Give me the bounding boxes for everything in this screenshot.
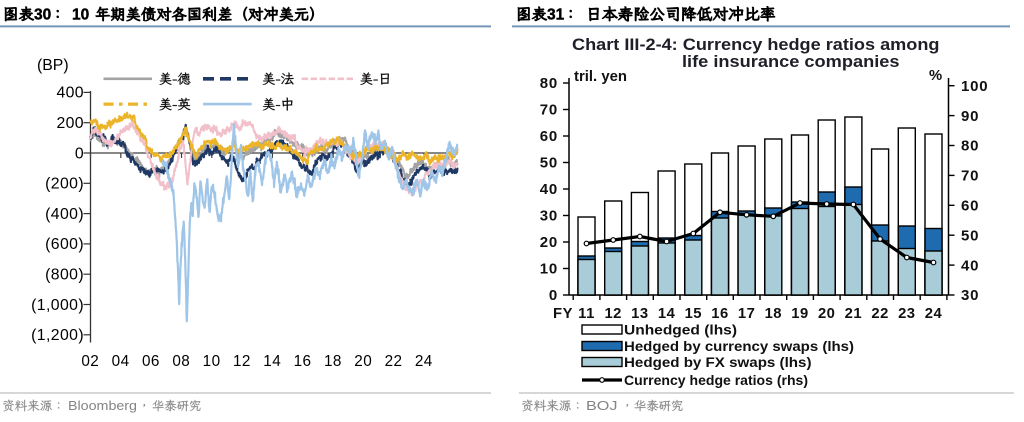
svg-text:70: 70 [961, 168, 979, 185]
svg-text:30: 30 [34, 7, 51, 24]
svg-text:Chart III-2-4: Currency hedge: Chart III-2-4: Currency hedge ratios amo… [572, 36, 940, 54]
svg-text:50: 50 [540, 155, 558, 172]
svg-text:14: 14 [658, 306, 676, 322]
svg-text:31: 31 [547, 7, 565, 24]
svg-text:12: 12 [604, 306, 621, 322]
svg-text:16: 16 [711, 306, 728, 322]
svg-text:15: 15 [685, 306, 702, 322]
svg-text:Currency hedge ratios (rhs): Currency hedge ratios (rhs) [624, 372, 808, 388]
svg-text:(400): (400) [45, 206, 84, 223]
svg-text:12: 12 [233, 353, 251, 370]
svg-text:(800): (800) [45, 267, 84, 284]
svg-text:200: 200 [56, 115, 84, 132]
svg-text:18: 18 [765, 306, 782, 322]
svg-text:Unhedged (lhs): Unhedged (lhs) [624, 322, 737, 338]
svg-text:10: 10 [540, 261, 558, 278]
svg-text:10: 10 [203, 353, 221, 370]
svg-text:30: 30 [961, 287, 979, 304]
svg-text:0: 0 [549, 287, 558, 304]
svg-text:Bloomberg: Bloomberg [68, 398, 137, 413]
svg-text:18: 18 [324, 353, 342, 370]
svg-text:100: 100 [961, 78, 988, 95]
svg-text:(200): (200) [45, 176, 84, 193]
svg-text:life insurance companies: life insurance companies [682, 53, 900, 71]
svg-text:70: 70 [540, 102, 558, 119]
svg-text:(1,200): (1,200) [31, 327, 84, 344]
svg-text:22: 22 [871, 306, 888, 322]
svg-text:02: 02 [81, 353, 99, 370]
svg-text:23: 23 [898, 306, 915, 322]
svg-text:40: 40 [540, 181, 558, 198]
svg-text:30: 30 [540, 208, 558, 225]
svg-text:50: 50 [961, 227, 979, 244]
svg-text:24: 24 [925, 306, 943, 322]
svg-text:%: % [929, 68, 942, 84]
svg-text:60: 60 [540, 128, 558, 145]
svg-text:60: 60 [961, 198, 979, 215]
svg-text:08: 08 [172, 353, 190, 370]
svg-text:Hedged by FX swaps (lhs): Hedged by FX swaps (lhs) [624, 354, 812, 370]
svg-text:(1,000): (1,000) [31, 297, 84, 314]
svg-text:Hedged by currency swaps (lhs): Hedged by currency swaps (lhs) [624, 338, 854, 354]
svg-text:20: 20 [540, 234, 558, 251]
svg-text:21: 21 [845, 306, 862, 322]
svg-text:FY: FY [553, 306, 573, 322]
svg-text:11: 11 [578, 306, 595, 322]
svg-text:22: 22 [385, 353, 403, 370]
svg-text:80: 80 [961, 138, 979, 155]
svg-text:10: 10 [72, 7, 89, 24]
svg-text:20: 20 [818, 306, 835, 322]
svg-text:04: 04 [112, 353, 130, 370]
svg-text:40: 40 [961, 257, 979, 274]
svg-text:80: 80 [540, 75, 558, 92]
svg-text:0: 0 [75, 145, 84, 162]
svg-text:(600): (600) [45, 236, 84, 253]
svg-text:tril. yen: tril. yen [574, 69, 627, 85]
svg-text:BOJ: BOJ [586, 398, 618, 413]
svg-text:06: 06 [142, 353, 160, 370]
svg-text:90: 90 [961, 108, 979, 125]
svg-text:(BP): (BP) [37, 57, 69, 74]
svg-text:24: 24 [415, 353, 433, 370]
svg-text:16: 16 [294, 353, 312, 370]
svg-text:20: 20 [354, 353, 372, 370]
svg-text:13: 13 [631, 306, 648, 322]
svg-text:19: 19 [791, 306, 808, 322]
svg-text:17: 17 [738, 306, 755, 322]
svg-text:14: 14 [263, 353, 281, 370]
svg-text:400: 400 [56, 85, 84, 102]
